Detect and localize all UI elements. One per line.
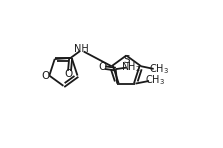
- Text: O: O: [41, 71, 49, 81]
- Text: CH$_3$: CH$_3$: [149, 63, 169, 76]
- Text: O: O: [65, 69, 73, 79]
- Text: CH$_3$: CH$_3$: [145, 73, 165, 87]
- Text: NH: NH: [74, 44, 89, 54]
- Text: O: O: [98, 62, 106, 72]
- Text: NH$_2$: NH$_2$: [121, 60, 141, 74]
- Text: S: S: [123, 55, 130, 65]
